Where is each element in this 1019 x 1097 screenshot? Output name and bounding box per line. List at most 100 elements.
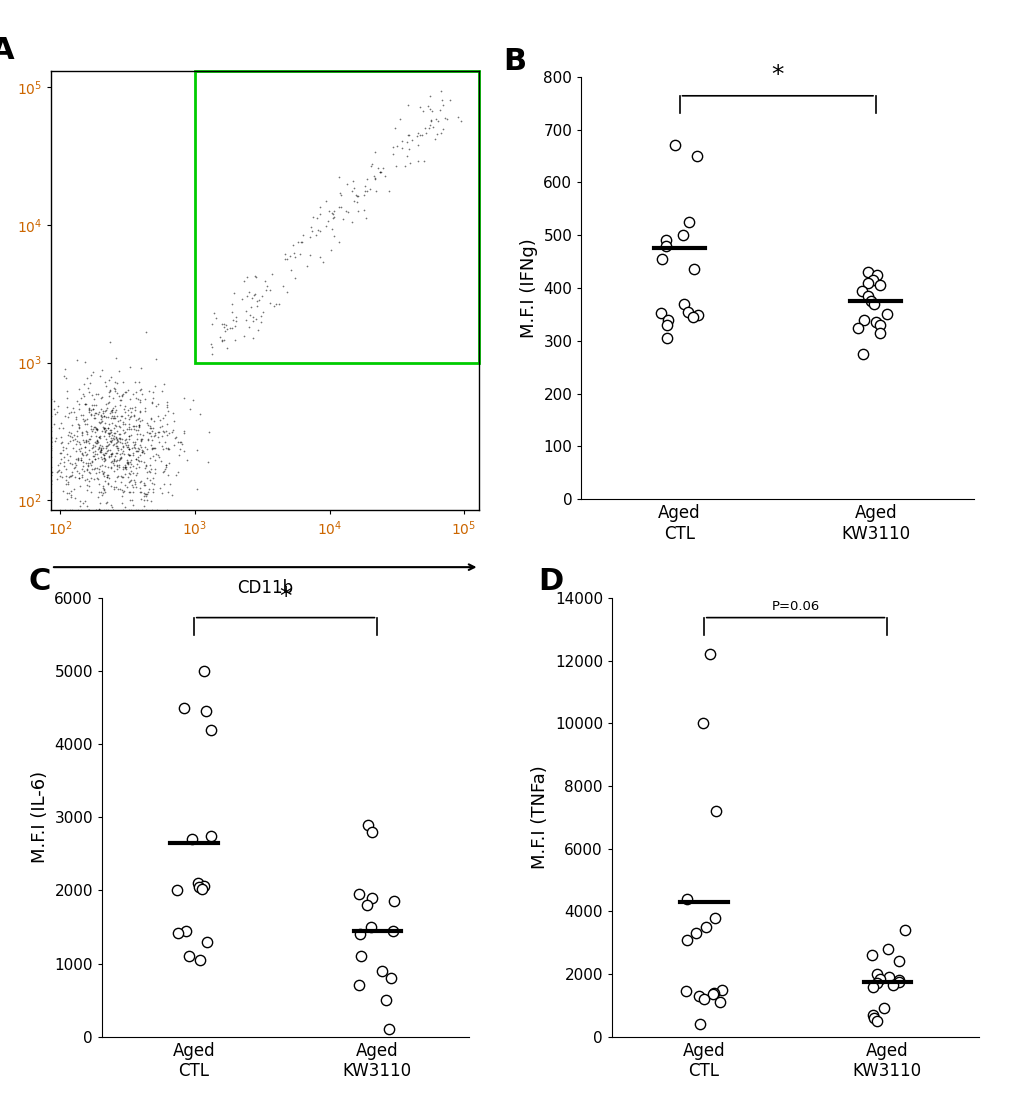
Point <box>78 445 95 463</box>
Point <box>105 501 121 519</box>
Point <box>86 438 102 455</box>
Text: P=0.06: P=0.06 <box>770 600 819 613</box>
Point <box>73 445 90 463</box>
Point <box>142 456 158 474</box>
Point <box>91 429 107 446</box>
Point <box>226 317 243 335</box>
Point <box>93 388 109 406</box>
Point <box>91 428 107 445</box>
Point <box>429 112 445 129</box>
Point <box>86 446 102 464</box>
Point <box>109 433 125 451</box>
Point <box>58 467 74 485</box>
Point <box>138 456 154 474</box>
Point <box>253 314 269 331</box>
Point <box>109 430 125 448</box>
Point <box>357 178 373 195</box>
Point <box>140 431 156 449</box>
Point <box>240 318 257 336</box>
Point <box>367 171 383 189</box>
Point <box>114 434 130 452</box>
Point <box>398 133 415 150</box>
Point <box>66 404 83 421</box>
Point <box>706 908 722 926</box>
Point <box>76 353 93 371</box>
Point <box>105 425 121 442</box>
Point <box>112 480 128 498</box>
Point <box>258 281 274 298</box>
Point <box>302 228 318 246</box>
Point <box>159 501 175 519</box>
Point <box>82 472 98 489</box>
Point <box>125 433 142 451</box>
Point <box>44 463 60 480</box>
Point <box>68 393 85 410</box>
Point <box>60 408 76 426</box>
Point <box>256 272 272 290</box>
Point <box>43 391 59 408</box>
Point <box>71 442 88 460</box>
Point <box>72 451 89 468</box>
Point <box>102 409 118 427</box>
Point <box>67 410 84 428</box>
Point <box>128 442 145 460</box>
Point <box>350 188 366 205</box>
Point <box>118 384 135 402</box>
Point <box>109 467 125 485</box>
Point <box>58 471 74 488</box>
Point <box>97 419 113 437</box>
Point <box>169 463 185 480</box>
Point <box>72 449 89 466</box>
Point <box>79 470 96 487</box>
Point <box>117 457 133 475</box>
Point <box>82 383 98 400</box>
Point <box>116 400 132 418</box>
Point <box>108 460 124 477</box>
Point <box>242 306 258 324</box>
Point <box>78 445 95 463</box>
Point <box>160 454 176 472</box>
Point <box>216 315 232 332</box>
Point <box>104 409 120 427</box>
Point <box>169 433 185 451</box>
Point <box>870 316 887 333</box>
Point <box>91 475 107 493</box>
Point <box>73 466 90 484</box>
Point <box>223 295 239 313</box>
Point <box>94 451 110 468</box>
Point <box>109 439 125 456</box>
Point <box>94 463 110 480</box>
Point <box>415 152 431 170</box>
Point <box>138 460 154 477</box>
Point <box>122 490 139 508</box>
Point <box>94 388 110 406</box>
Point <box>352 926 368 943</box>
Point <box>92 457 108 475</box>
Point <box>84 440 100 457</box>
Point <box>120 455 137 473</box>
Point <box>96 446 112 464</box>
Point <box>433 124 449 142</box>
Point <box>83 406 99 423</box>
Point <box>424 118 440 136</box>
Point <box>59 490 75 508</box>
Point <box>351 885 367 903</box>
Point <box>198 702 214 720</box>
Point <box>87 409 103 427</box>
Point <box>386 118 403 136</box>
Point <box>125 408 142 426</box>
Point <box>171 433 187 451</box>
Point <box>87 418 103 436</box>
Point <box>103 445 119 463</box>
Point <box>98 421 114 439</box>
Point <box>62 427 78 444</box>
Point <box>117 498 133 516</box>
Point <box>115 385 131 403</box>
Point <box>103 403 119 420</box>
Point <box>863 947 879 964</box>
Point <box>896 921 912 939</box>
Point <box>143 460 159 477</box>
Point <box>144 439 160 456</box>
Point <box>364 156 380 173</box>
Point <box>248 269 264 286</box>
